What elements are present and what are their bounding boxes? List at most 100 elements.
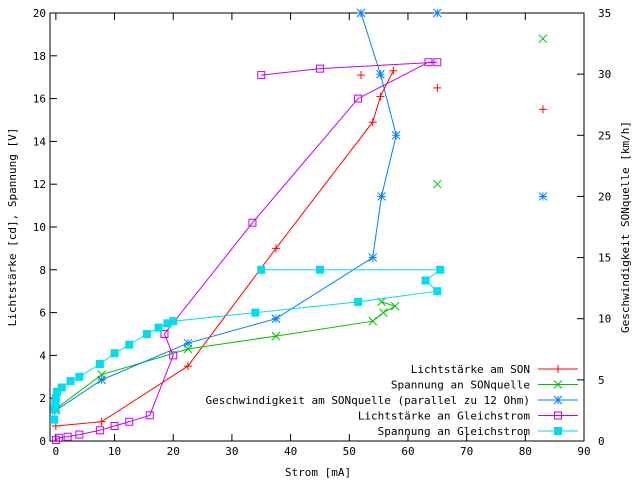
data-point (183, 338, 193, 348)
series-line (55, 12, 397, 411)
y-tick-label-left: 0 (39, 435, 46, 448)
data-point (356, 8, 366, 18)
legend-entry: Lichtstärke am SON (411, 363, 578, 376)
data-point (390, 301, 400, 311)
series-3 (51, 58, 442, 444)
data-point (368, 253, 378, 262)
data-point (145, 411, 154, 420)
legend-entry: Spannung an Gleichstrom (378, 425, 578, 438)
data-point (75, 372, 84, 381)
data-point (75, 430, 84, 439)
series-0 (51, 66, 547, 431)
data-point (160, 330, 169, 338)
data-point (110, 422, 119, 431)
legend-label: Lichtstärke am SON (411, 363, 530, 376)
legend-entry: Spannung an SONquelle (391, 379, 578, 392)
legend-label: Spannung an Gleichstrom (378, 425, 531, 438)
data-point (538, 192, 548, 201)
y-axis-label-left: Lichtstärke [cd], Spannung [V] (6, 128, 19, 327)
legend-entry: Lichtstärke an Gleichstrom (358, 410, 578, 423)
data-point (538, 105, 547, 114)
x-tick-label: 70 (460, 445, 473, 458)
plot-frame (49, 12, 585, 442)
data-point (368, 316, 378, 326)
y-tick-label-left: 18 (33, 50, 46, 63)
legend-marker (554, 427, 562, 435)
data-point (271, 244, 280, 253)
data-point (51, 435, 60, 444)
y-tick-label-right: 0 (598, 435, 605, 448)
y-tick-label-right: 20 (598, 190, 611, 203)
data-point (357, 71, 366, 80)
data-point (183, 362, 192, 371)
series-line (55, 61, 438, 441)
series-1 (51, 34, 548, 414)
data-point (432, 179, 442, 189)
data-point (257, 265, 266, 274)
data-point (389, 66, 398, 75)
data-point (315, 64, 324, 73)
data-point (125, 417, 134, 426)
y-tick-label-right: 15 (598, 252, 611, 265)
y-tick-label-right: 35 (598, 7, 611, 20)
x-tick-label: 80 (519, 445, 532, 458)
data-point (432, 8, 442, 18)
data-point (354, 297, 363, 306)
data-point (50, 415, 59, 424)
data-point (421, 276, 430, 285)
y-tick-label-right: 25 (598, 129, 611, 142)
data-point (424, 58, 433, 67)
legend-entry: Geschwindigkeit am SONquelle (parallel z… (205, 394, 578, 407)
data-point (95, 359, 104, 368)
data-point (257, 71, 266, 80)
legend-label: Lichtstärke an Gleichstrom (358, 410, 531, 423)
y-tick-label-left: 4 (39, 349, 46, 362)
series-line (55, 301, 397, 410)
x-axis-label: Strom [mA] (285, 466, 351, 479)
data-point (377, 192, 386, 201)
x-tick-label: 90 (577, 445, 590, 458)
x-tick-label: 20 (167, 445, 180, 458)
y-tick-label-left: 14 (33, 135, 47, 148)
data-point (436, 265, 445, 274)
y-tick-label-right: 5 (598, 374, 605, 387)
data-point (368, 118, 377, 127)
legend-label: Geschwindigkeit am SONquelle (parallel z… (205, 394, 530, 407)
data-point (433, 83, 442, 92)
y-axis-label-right: Geschwindigkeit SONquelle [km/h] (619, 121, 632, 333)
x-tick-label: 30 (225, 445, 238, 458)
data-point (97, 417, 106, 426)
y-tick-label-left: 6 (39, 307, 46, 320)
data-point (378, 308, 388, 317)
legend-marker (553, 395, 563, 405)
y-tick-label-left: 12 (33, 178, 46, 191)
data-point (433, 287, 442, 296)
data-point (169, 317, 178, 326)
data-point (57, 383, 66, 392)
data-point (433, 58, 442, 67)
data-point (169, 351, 178, 360)
data-point (538, 34, 548, 44)
data-point (315, 265, 324, 274)
data-point (97, 375, 106, 385)
data-point (271, 314, 281, 324)
data-point (142, 330, 151, 338)
legend-marker (553, 380, 563, 389)
x-tick-label: 50 (343, 445, 356, 458)
data-point (95, 426, 104, 435)
y-tick-label-left: 16 (33, 93, 46, 106)
data-point (110, 349, 119, 358)
legend-label: Spannung an SONquelle (391, 379, 530, 392)
data-point (154, 323, 163, 332)
y-tick-label-left: 10 (33, 221, 46, 234)
y-tick-label-left: 20 (33, 7, 46, 20)
data-point (54, 433, 63, 442)
y-tick-label-left: 8 (39, 264, 46, 277)
data-point (391, 130, 401, 140)
legend-marker (554, 411, 562, 420)
data-point (376, 92, 385, 101)
data-point (376, 69, 385, 79)
data-point (66, 377, 75, 386)
data-point (63, 432, 72, 441)
